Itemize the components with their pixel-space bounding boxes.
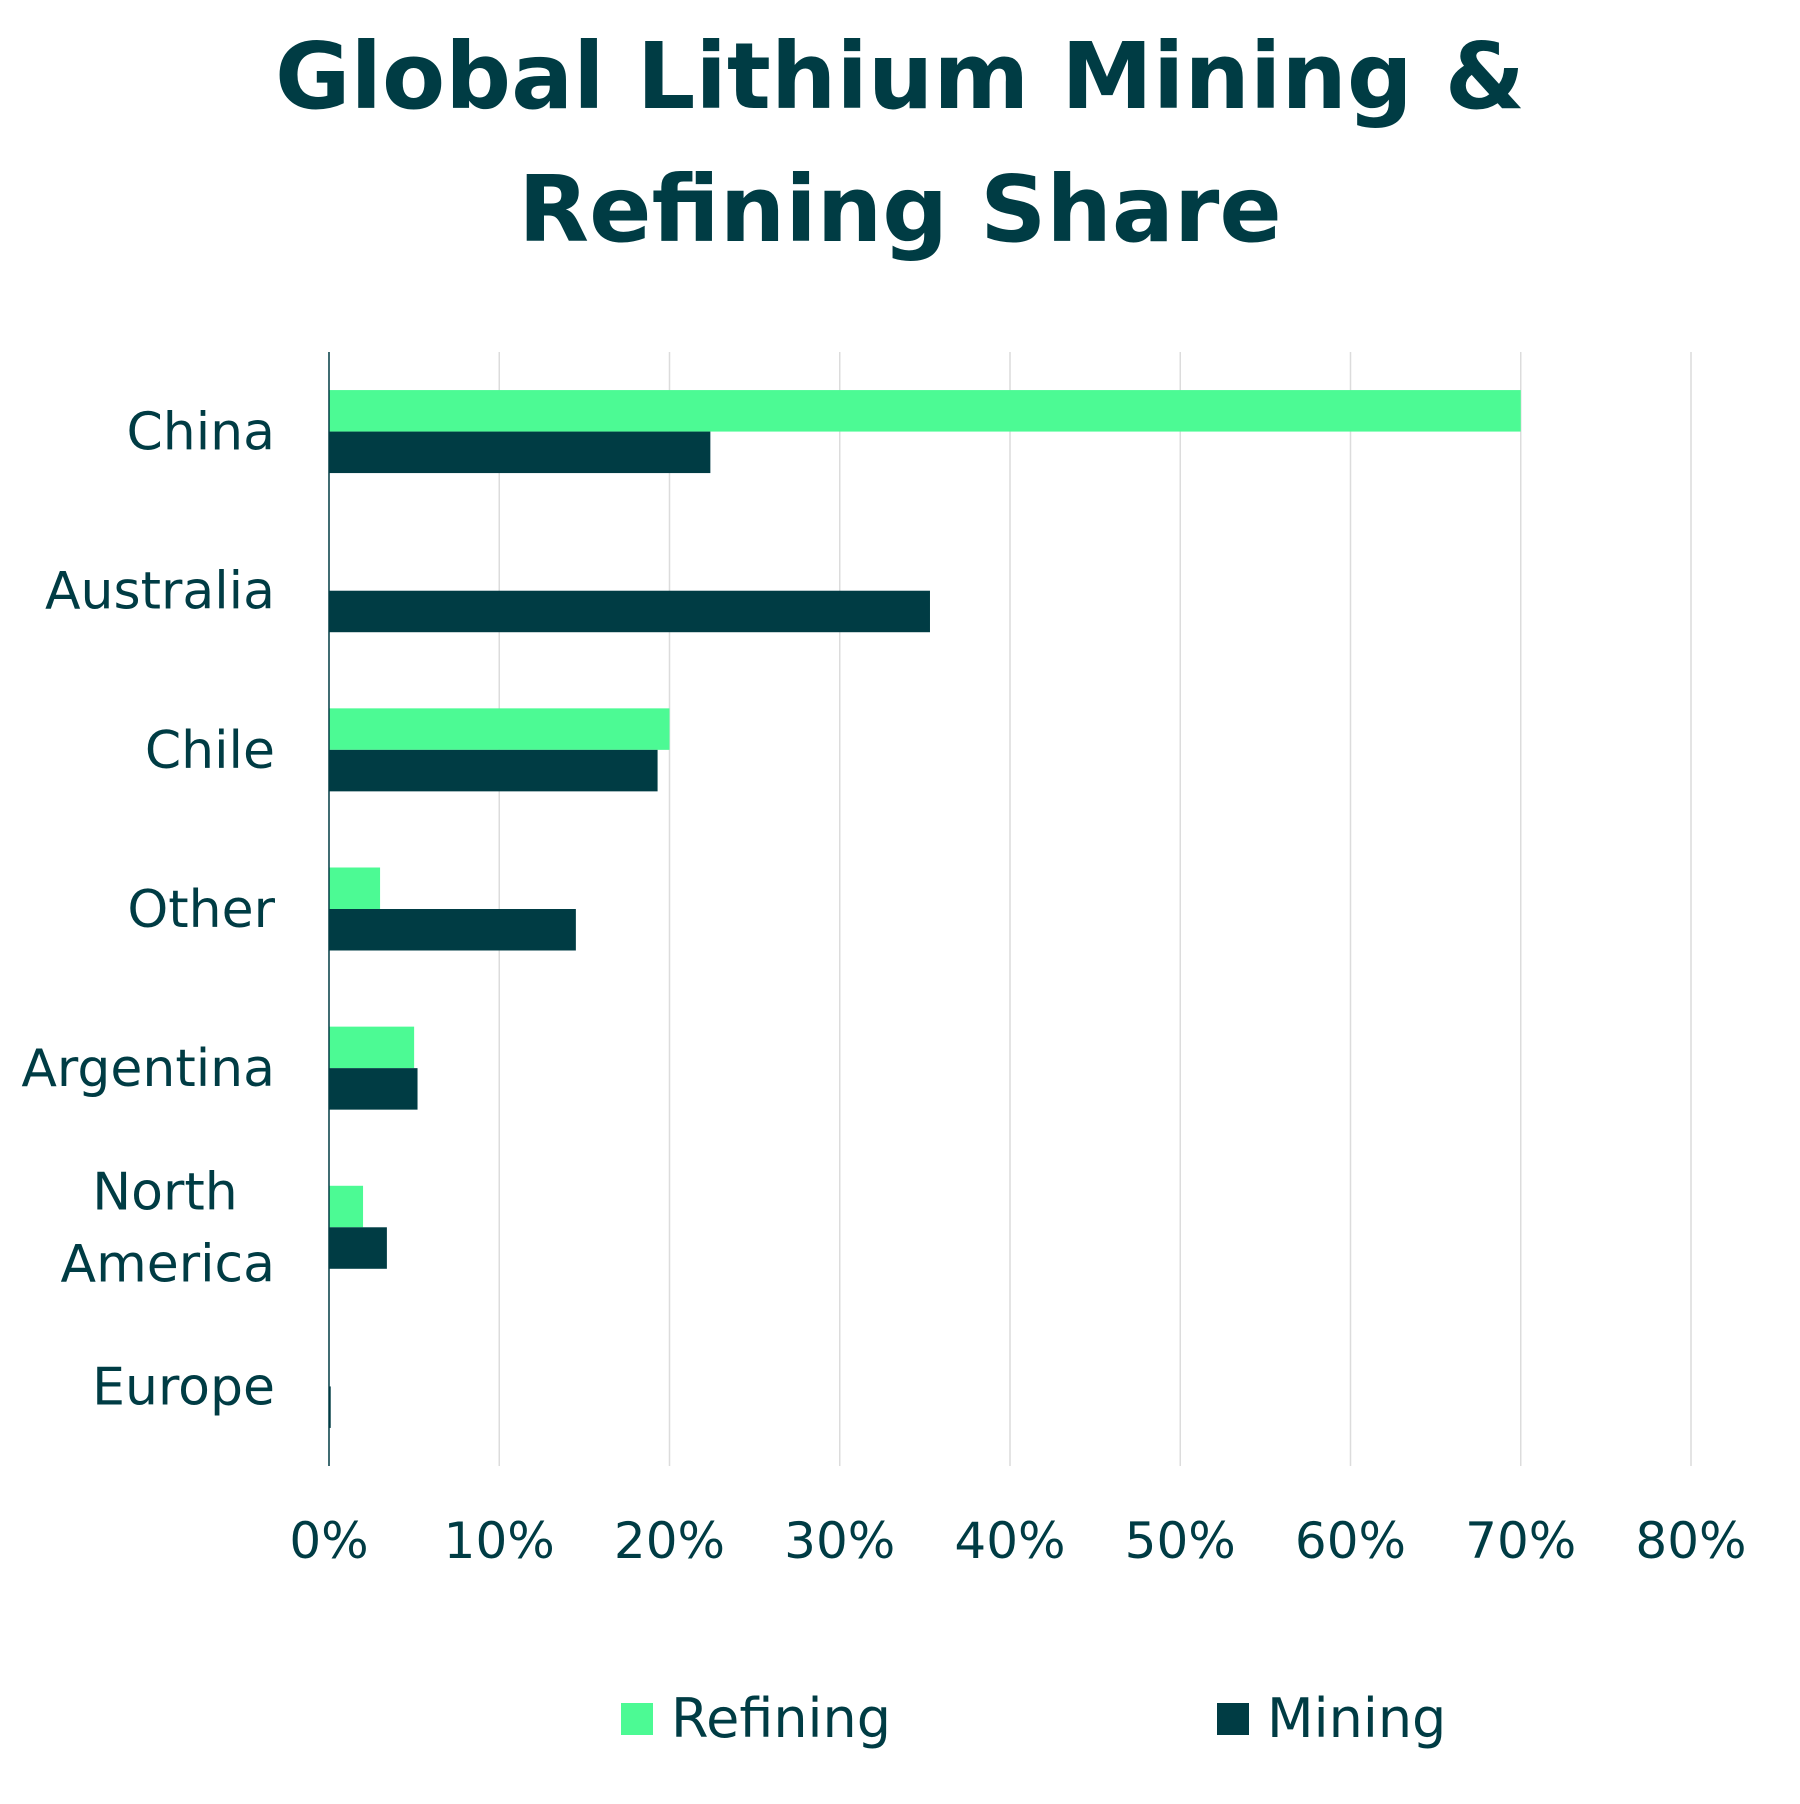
bar-mining xyxy=(329,1227,387,1269)
bar-refining xyxy=(329,1026,415,1069)
bar-refining xyxy=(329,390,1521,432)
x-tick-label: 80% xyxy=(1635,1512,1746,1570)
category-label: America xyxy=(61,1234,276,1294)
bar-refining xyxy=(329,1185,364,1228)
legend-label: Refining xyxy=(671,1687,891,1750)
category-label: Chile xyxy=(145,721,275,781)
chart-title-line: Refining Share xyxy=(518,156,1281,263)
legend-swatch-mining xyxy=(1217,1703,1249,1735)
bar-mining xyxy=(329,1068,418,1110)
category-label: China xyxy=(126,403,275,463)
x-tick-label: 10% xyxy=(444,1512,555,1570)
category-label: Argentina xyxy=(21,1039,275,1099)
category-label: Australia xyxy=(45,562,275,622)
legend-swatch-refining xyxy=(621,1703,653,1735)
category-label: Other xyxy=(127,880,275,940)
x-tick-label: 0% xyxy=(289,1512,368,1570)
bar-refining xyxy=(329,867,381,909)
x-tick-label: 20% xyxy=(614,1512,725,1570)
bar-mining xyxy=(329,749,658,792)
x-tick-label: 60% xyxy=(1295,1512,1406,1570)
bar-mining xyxy=(329,1386,331,1428)
bar-mining xyxy=(329,431,711,474)
x-tick-label: 70% xyxy=(1465,1512,1576,1570)
category-label: Europe xyxy=(92,1357,275,1417)
x-tick-label: 30% xyxy=(784,1512,895,1570)
bar-mining xyxy=(329,909,576,951)
x-tick-label: 50% xyxy=(1125,1512,1236,1570)
chart-title-line: Global Lithium Mining & xyxy=(275,23,1525,130)
bar-mining xyxy=(329,590,930,633)
legend-label: Mining xyxy=(1267,1687,1446,1750)
x-tick-label: 40% xyxy=(954,1512,1065,1570)
bar-refining xyxy=(329,708,670,750)
category-label: North xyxy=(92,1162,237,1222)
